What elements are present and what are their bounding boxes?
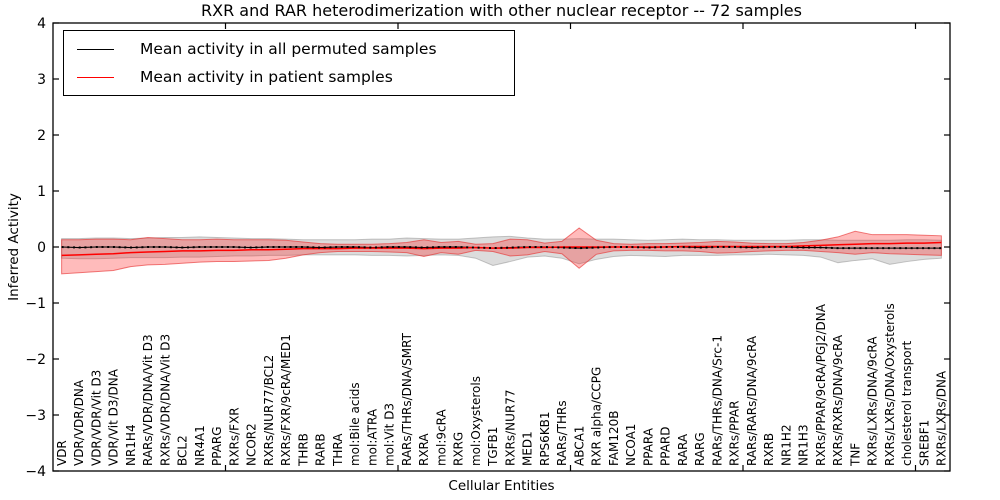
patient-line-sample-icon [77,76,114,78]
entity-label: cholesterol transport [900,340,914,466]
entity-label: VDR [55,440,69,466]
entity-label: mol:Oxysterols [469,376,483,466]
legend-item-patient: Mean activity in patient samples [64,63,514,91]
y-tick-label: −3 [25,408,46,424]
entity-label: RXRA [417,433,431,466]
entity-label: RARG [693,432,707,466]
entity-label: RXRs/PPAR/9cRA/PGJ2/DNA [814,303,828,466]
chart-title: RXR and RAR heterodimerization with othe… [201,1,802,20]
entity-label: RXRG [452,432,466,466]
entity-label: RARA [676,433,690,466]
entity-label: THRA [331,433,345,467]
entity-label: RARs/RARs/DNA/9cRA [745,335,759,466]
legend-item-permuted: Mean activity in all permuted samples [64,35,514,63]
entity-label: RARs/VDR/DNA/Vit D3 [141,334,155,466]
entity-label: mol:Vit D3 [383,403,397,466]
entity-label: RARs/THRs/DNA/SMRT [400,332,414,466]
entity-label: MED1 [521,431,535,466]
entity-label: RXRs/FXR [227,407,241,466]
y-tick-label: 2 [37,128,46,144]
entity-label: ABCA1 [572,426,586,466]
y-tick-label: 4 [37,16,46,32]
entity-label: mol:Bile acids [348,382,362,466]
y-tick-label: 0 [37,240,46,256]
patient-band [61,227,942,275]
y-tick-label: 3 [37,72,46,88]
entity-label: NCOA1 [624,424,638,466]
entity-label: NR1H4 [124,424,138,466]
entity-label: RXRs/NUR77/BCL2 [262,355,276,466]
entity-label: NR1H2 [779,424,793,466]
entity-label: PPARA [641,427,655,466]
entity-label: RXRs/NUR77 [503,389,517,466]
entity-label: mol:ATRA [365,408,379,466]
legend: Mean activity in all permuted samples Me… [63,30,515,96]
entity-label: NCOR2 [245,423,259,466]
entity-label: NR1H3 [797,424,811,466]
entity-label: RXRs/PPAR [728,401,742,466]
entity-label: RARs/THRs/DNA/Src-1 [710,335,724,466]
permuted-mean-line-ticks [61,246,942,250]
entity-label: SREBF1 [917,420,931,466]
y-axis-label: Inferred Activity [6,193,22,301]
entity-label: RXRB [762,433,776,466]
legend-label-patient: Mean activity in patient samples [140,68,393,86]
x-axis-label: Cellular Entities [448,478,555,494]
entity-label: THRB [296,433,310,467]
legend-label-permuted: Mean activity in all permuted samples [140,40,437,58]
entity-label: RARs/THRs [555,400,569,466]
entity-label: TGFB1 [486,427,500,467]
entity-label: FAM120B [607,411,621,467]
entity-label: TNF [848,443,862,467]
entity-label: RXRs/LXRs/DNA/9cRA [866,336,880,466]
entity-label: RXRs/LXRs/DNA [935,370,949,466]
y-tick-label: −1 [25,296,46,312]
entity-label: VDR/VDR/DNA [72,379,86,466]
entity-label: mol:9cRA [434,409,448,466]
y-tick-label: 1 [37,184,46,200]
entity-label: RARB [314,433,328,466]
entity-label: RXRs/RXRs/DNA/9cRA [831,334,845,466]
entity-label: RXRs/VDR/DNA/Vit D3 [158,334,172,466]
y-tick-label: −2 [25,352,46,368]
entity-label: RXR alpha/CCPG [590,367,604,466]
entity-label: RXRs/LXRs/DNA/Oxysterols [883,303,897,466]
entity-label: VDR/Vit D3/DNA [107,368,121,466]
entity-label: PPARD [659,427,673,467]
entity-label: NR4A1 [193,425,207,466]
permuted-line-sample-icon [77,48,114,50]
entity-label: BCL2 [176,435,190,466]
entity-label: RXRs/FXR/9cRA/MED1 [279,334,293,466]
permuted-band [61,235,942,267]
entity-label: PPARG [210,426,224,466]
entity-label: RPS6KB1 [538,411,552,466]
y-tick-label: −4 [25,464,46,480]
entity-label: VDR/VDR/Vit D3 [89,370,103,466]
